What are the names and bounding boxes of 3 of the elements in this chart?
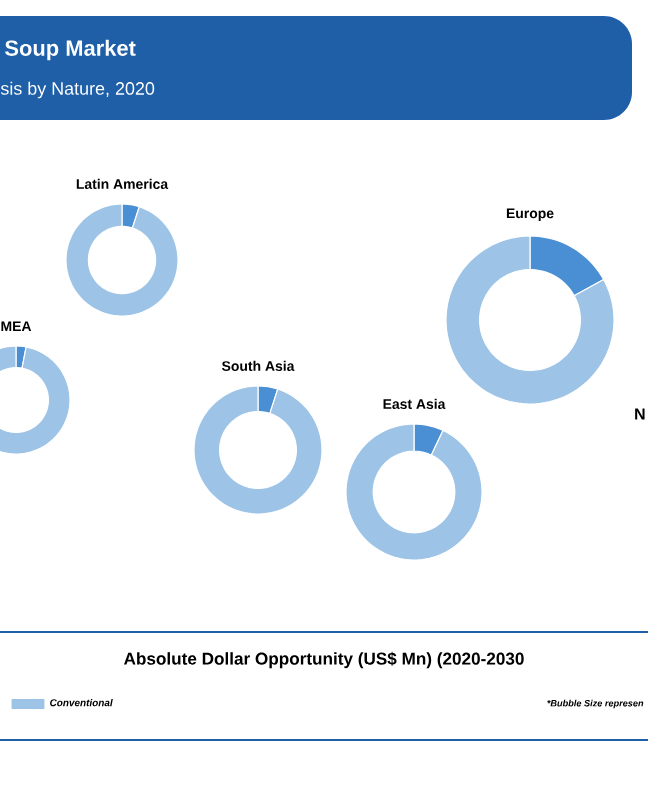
text: Absolute Dollar Opportunity (US$ Mn) (2020-2030: [124, 651, 524, 669]
text: sis by Nature, 2020: [0, 81, 155, 99]
text: Soup Market: [5, 39, 136, 61]
